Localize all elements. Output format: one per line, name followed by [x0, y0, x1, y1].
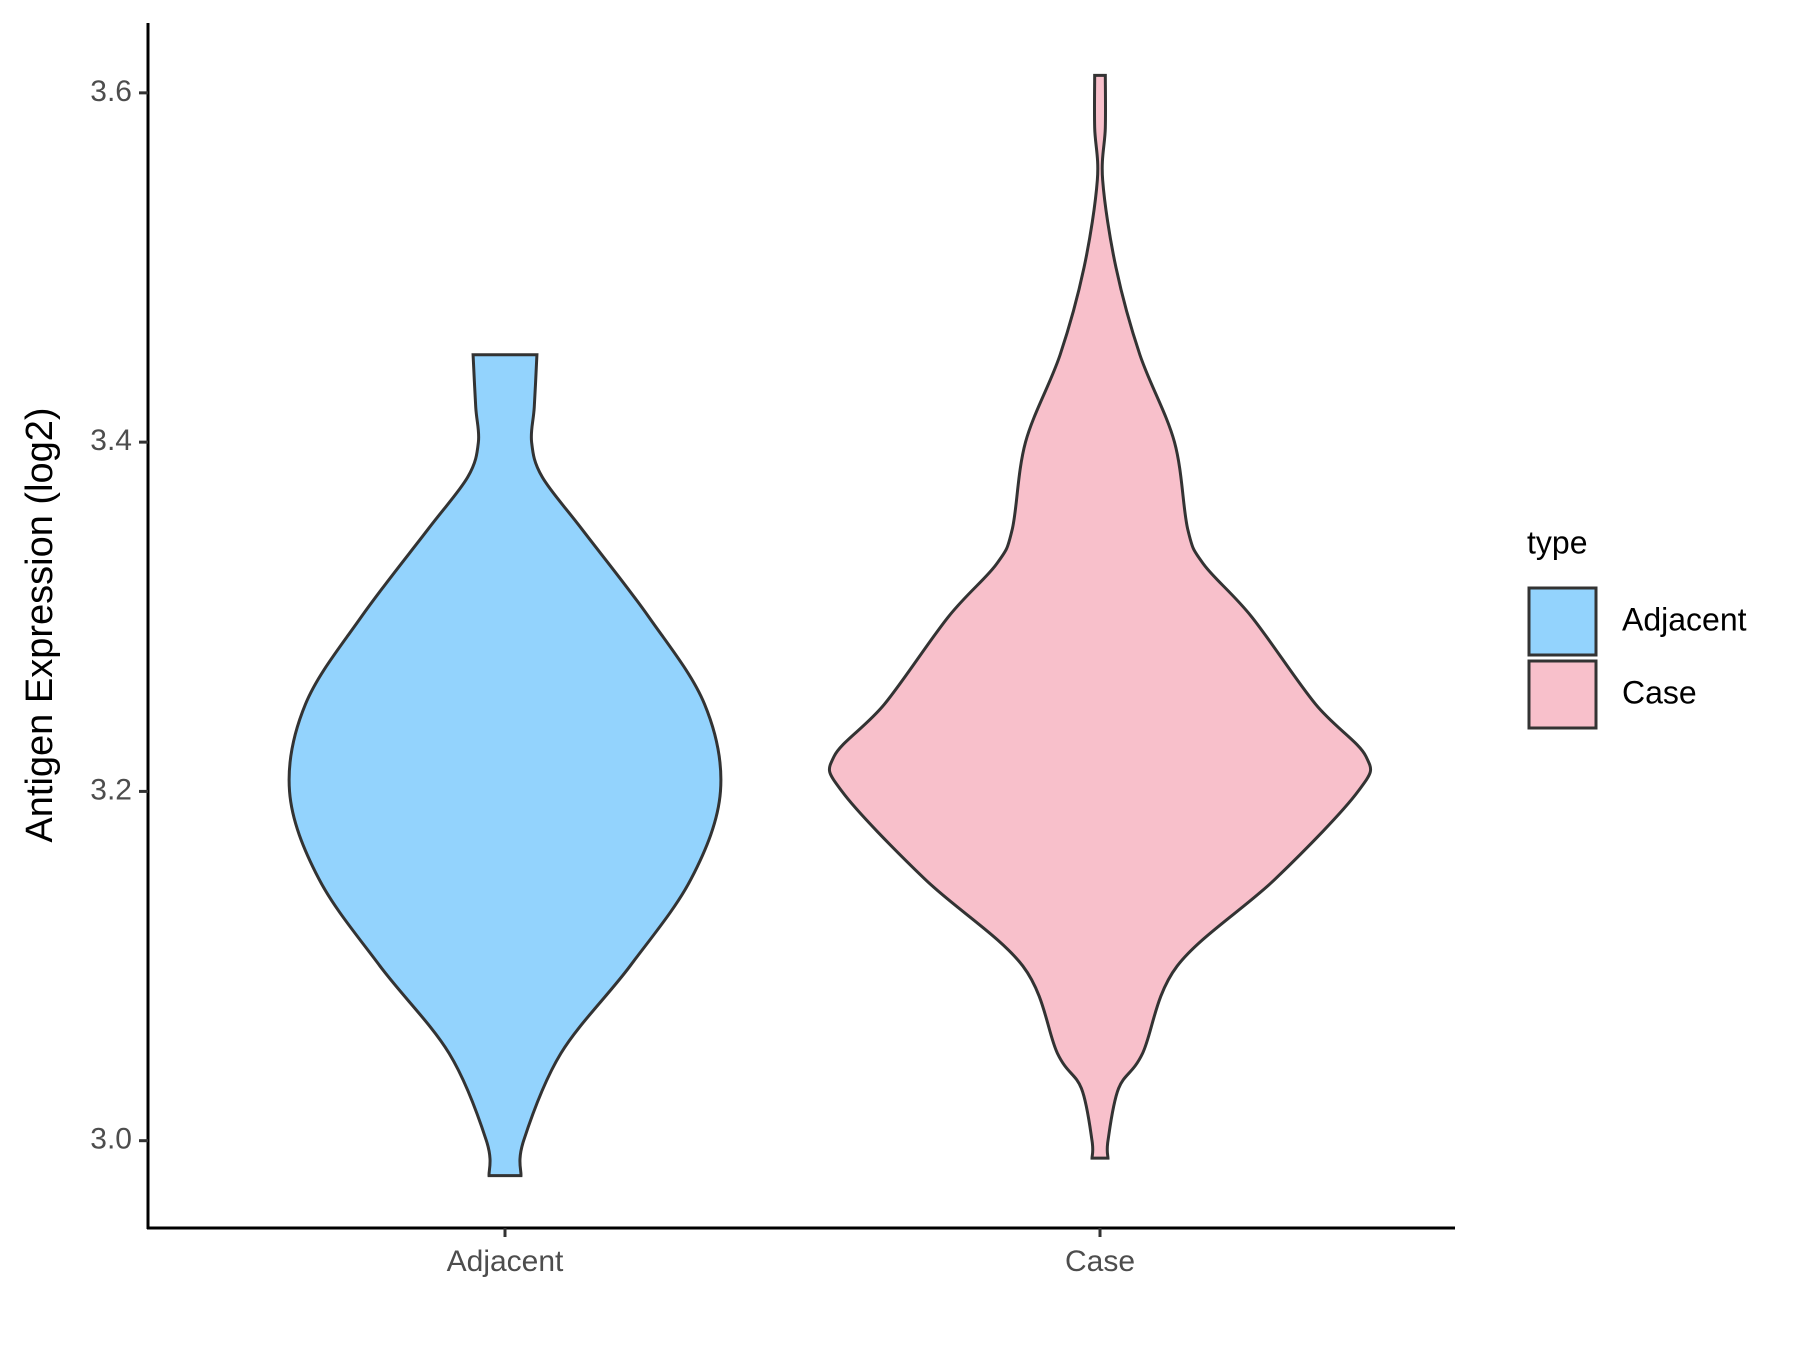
violin: [287, 353, 723, 1178]
y-tick-label: 3.4: [90, 424, 132, 457]
x-tick-label: Adjacent: [447, 1245, 564, 1278]
legend-label: Adjacent: [1622, 601, 1747, 637]
legend-title: type: [1527, 524, 1587, 560]
y-tick-label: 3.6: [90, 75, 132, 108]
legend-label: Case: [1622, 674, 1697, 710]
y-axis-title: Antigen Expression (log2): [19, 407, 61, 842]
legend-key: [1527, 659, 1598, 730]
y-tick-label: 3.0: [90, 1123, 132, 1156]
legend-key: [1527, 586, 1598, 657]
violin: [827, 73, 1373, 1160]
y-tick-label: 3.2: [90, 773, 132, 806]
x-tick-label: Case: [1065, 1245, 1135, 1278]
